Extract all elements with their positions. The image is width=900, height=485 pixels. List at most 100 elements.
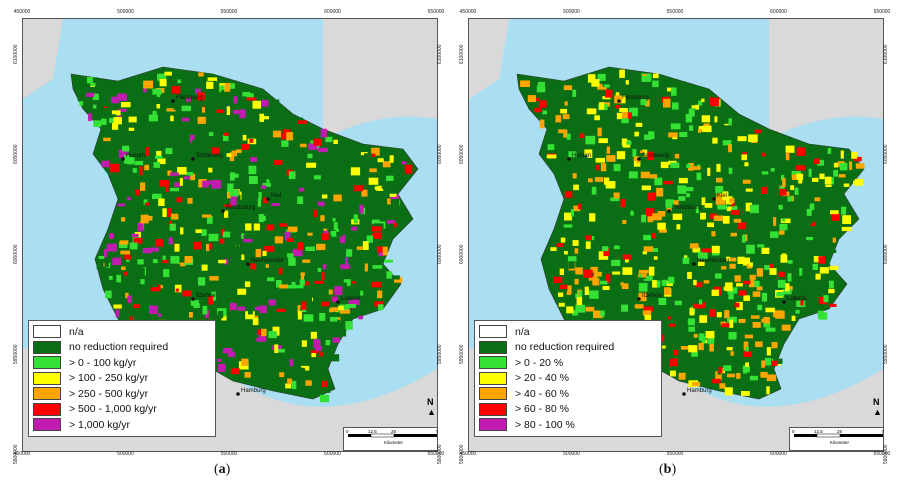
catchment-patch (222, 231, 231, 238)
catchment-patch (276, 280, 282, 288)
catchment-patch (297, 310, 302, 320)
catchment-patch (819, 267, 829, 274)
catchment-patch (255, 306, 263, 311)
catchment-patch (321, 271, 325, 281)
x-tick-label: 500000 (563, 9, 580, 15)
catchment-patch (136, 253, 147, 260)
catchment-patch (799, 267, 803, 276)
catchment-patch (140, 214, 149, 224)
catchment-patch (338, 305, 344, 310)
catchment-patch (742, 179, 751, 184)
catchment-patch (757, 222, 768, 228)
catchment-patch (112, 257, 122, 266)
catchment-patch (355, 241, 360, 246)
catchment-patch (607, 141, 616, 146)
catchment-patch (721, 323, 730, 328)
catchment-patch (676, 318, 681, 323)
catchment-patch (602, 286, 610, 290)
catchment-patch (140, 182, 146, 191)
catchment-patch (159, 79, 167, 87)
catchment-patch (198, 179, 203, 188)
catchment-patch (201, 229, 207, 236)
x-tick-label: 550000 (220, 451, 238, 457)
city-marker (191, 157, 195, 161)
catchment-patch (730, 257, 737, 262)
catchment-patch (358, 315, 364, 320)
catchment-patch (339, 234, 346, 244)
catchment-patch (701, 197, 706, 206)
catchment-patch (195, 229, 205, 233)
catchment-patch (855, 163, 865, 169)
catchment-patch (662, 180, 673, 185)
catchment-patch (93, 120, 102, 127)
catchment-patch (372, 265, 383, 269)
catchment-patch (326, 144, 335, 153)
catchment-patch (312, 150, 318, 156)
catchment-patch (340, 264, 350, 270)
catchment-patch (139, 166, 143, 176)
catchment-patch (715, 371, 722, 380)
catchment-patch (297, 242, 304, 251)
catchment-patch (828, 288, 835, 294)
catchment-patch (693, 166, 701, 170)
catchment-patch (235, 149, 242, 153)
catchment-patch (302, 203, 310, 212)
catchment-patch (691, 351, 698, 357)
catchment-patch (652, 80, 659, 88)
catchment-patch (230, 268, 239, 276)
catchment-patch (173, 100, 180, 109)
catchment-patch (629, 93, 637, 100)
catchment-patch (221, 90, 225, 98)
y-tick-label: 5900000 (883, 444, 889, 464)
catchment-patch (261, 185, 266, 189)
catchment-patch (598, 102, 605, 110)
catchment-patch (654, 177, 663, 186)
catchment-patch (710, 309, 716, 317)
scale-bar: 0 12.5 25 50 Kilometer (789, 427, 883, 451)
catchment-patch (207, 177, 212, 183)
catchment-patch (218, 148, 228, 157)
catchment-patch (547, 144, 555, 151)
catchment-patch (208, 167, 213, 173)
catchment-patch (183, 176, 190, 180)
catchment-patch (589, 290, 599, 299)
catchment-patch (386, 222, 397, 228)
catchment-patch (241, 254, 245, 261)
catchment-patch (195, 126, 201, 136)
catchment-patch (643, 234, 651, 241)
catchment-patch (262, 250, 267, 256)
catchment-patch (680, 346, 690, 350)
catchment-patch (564, 212, 572, 221)
catchment-patch (316, 291, 323, 299)
legend-item: > 20 - 40 % (479, 371, 657, 387)
catchment-patch (281, 140, 289, 147)
catchment-patch (301, 378, 308, 387)
catchment-patch (709, 343, 714, 352)
catchment-patch (188, 314, 193, 323)
catchment-patch (214, 358, 222, 362)
catchment-patch (688, 180, 697, 189)
city-marker (682, 392, 686, 396)
x-tick-label: 600000 (324, 451, 341, 457)
catchment-patch (265, 264, 269, 268)
catchment-patch (225, 367, 235, 373)
catchment-patch (194, 88, 201, 94)
city-marker (336, 300, 340, 304)
catchment-patch (566, 306, 574, 314)
catchment-patch (320, 394, 330, 403)
catchment-patch (744, 162, 749, 167)
catchment-patch (664, 287, 671, 295)
catchment-patch (109, 233, 115, 239)
catchment-patch (716, 191, 726, 198)
catchment-patch (815, 273, 821, 280)
catchment-patch (189, 134, 195, 144)
catchment-patch (300, 272, 305, 277)
catchment-patch (79, 97, 84, 106)
catchment-patch (843, 183, 850, 187)
catchment-patch (614, 245, 620, 250)
catchment-patch (696, 172, 702, 181)
catchment-patch (823, 295, 829, 303)
catchment-patch (687, 271, 692, 279)
catchment-patch (325, 136, 333, 143)
catchment-patch (257, 91, 263, 98)
